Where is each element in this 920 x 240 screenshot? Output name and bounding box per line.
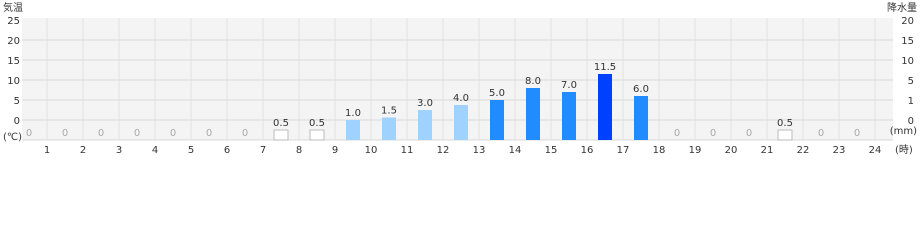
y-axis-title: 気温 [3, 1, 23, 14]
bar [634, 96, 648, 140]
x-tick-label: 19 [689, 145, 702, 156]
x-tick-label: 1 [44, 145, 50, 156]
y-tick-label: 10 [7, 76, 20, 87]
bar [418, 110, 432, 140]
y2-tick-label: 5 [908, 76, 914, 87]
bar [526, 88, 540, 140]
value-label: 8.0 [525, 76, 541, 87]
value-label: 6.0 [633, 84, 649, 95]
x-tick-label: 2 [80, 145, 86, 156]
x-tick-label: 21 [761, 145, 774, 156]
value-label: 0 [710, 128, 716, 139]
x-unit: (時) [895, 144, 913, 156]
value-label: 0 [746, 128, 752, 139]
y2-tick-label: 1 [908, 96, 914, 107]
value-label: 0 [62, 128, 68, 139]
x-tick-label: 3 [116, 145, 122, 156]
value-label: 11.5 [594, 62, 616, 73]
value-label: 1.5 [381, 106, 397, 117]
value-label: 3.0 [417, 98, 433, 109]
value-label: 0 [26, 128, 32, 139]
x-tick-label: 23 [833, 145, 846, 156]
value-label: 5.0 [489, 88, 505, 99]
value-label: 0 [854, 128, 860, 139]
x-tick-label: 15 [545, 145, 558, 156]
bar [309, 129, 325, 141]
x-tick-label: 11 [401, 145, 414, 156]
value-label: 0 [242, 128, 248, 139]
bar [490, 100, 504, 140]
bar [346, 120, 360, 140]
y2-tick-label: 20 [901, 16, 914, 27]
x-tick-label: 18 [653, 145, 666, 156]
value-label: 0.5 [273, 118, 289, 129]
x-tick-label: 20 [725, 145, 738, 156]
x-tick-label: 24 [869, 145, 882, 156]
x-tick-label: 12 [437, 145, 450, 156]
value-label: 0 [98, 128, 104, 139]
x-tick-label: 9 [332, 145, 338, 156]
x-tick-label: 8 [296, 145, 302, 156]
value-label: 4.0 [453, 93, 469, 104]
x-tick-label: 14 [509, 145, 522, 156]
y-unit: (℃) [3, 132, 22, 143]
y-tick-label: 15 [7, 56, 20, 67]
value-label: 0.5 [777, 118, 793, 129]
x-tick-label: 22 [797, 145, 810, 156]
x-tick-label: 6 [224, 145, 230, 156]
x-tick-label: 10 [365, 145, 378, 156]
y2-axis-title: 降水量 [887, 1, 917, 14]
chart: 気温 (℃) 降水量 (mm) (時) 05101520250151015200… [3, 1, 917, 156]
value-label: 0 [134, 128, 140, 139]
bar [777, 129, 793, 141]
x-tick-label: 17 [617, 145, 630, 156]
value-label: 7.0 [561, 80, 577, 91]
y2-tick-label: 10 [901, 56, 914, 67]
value-label: 0 [674, 128, 680, 139]
y-tick-label: 0 [14, 116, 20, 127]
x-tick-label: 5 [188, 145, 194, 156]
bar [382, 117, 396, 140]
x-tick-label: 7 [260, 145, 266, 156]
value-label: 1.0 [345, 108, 361, 119]
bar [273, 129, 289, 141]
y-tick-label: 25 [7, 16, 20, 27]
bar [598, 74, 612, 140]
value-label: 0 [206, 128, 212, 139]
y2-tick-label: 15 [901, 36, 914, 47]
x-tick-label: 4 [152, 145, 158, 156]
y-tick-label: 5 [14, 96, 20, 107]
value-label: 0 [818, 128, 824, 139]
x-tick-label: 13 [473, 145, 486, 156]
bar [454, 105, 468, 140]
y-tick-label: 20 [7, 36, 20, 47]
y2-unit: (mm) [890, 126, 917, 137]
value-label: 0.5 [309, 118, 325, 129]
value-label: 0 [170, 128, 176, 139]
bar [562, 92, 576, 140]
x-tick-label: 16 [581, 145, 594, 156]
y2-tick-label: 0 [908, 116, 914, 127]
